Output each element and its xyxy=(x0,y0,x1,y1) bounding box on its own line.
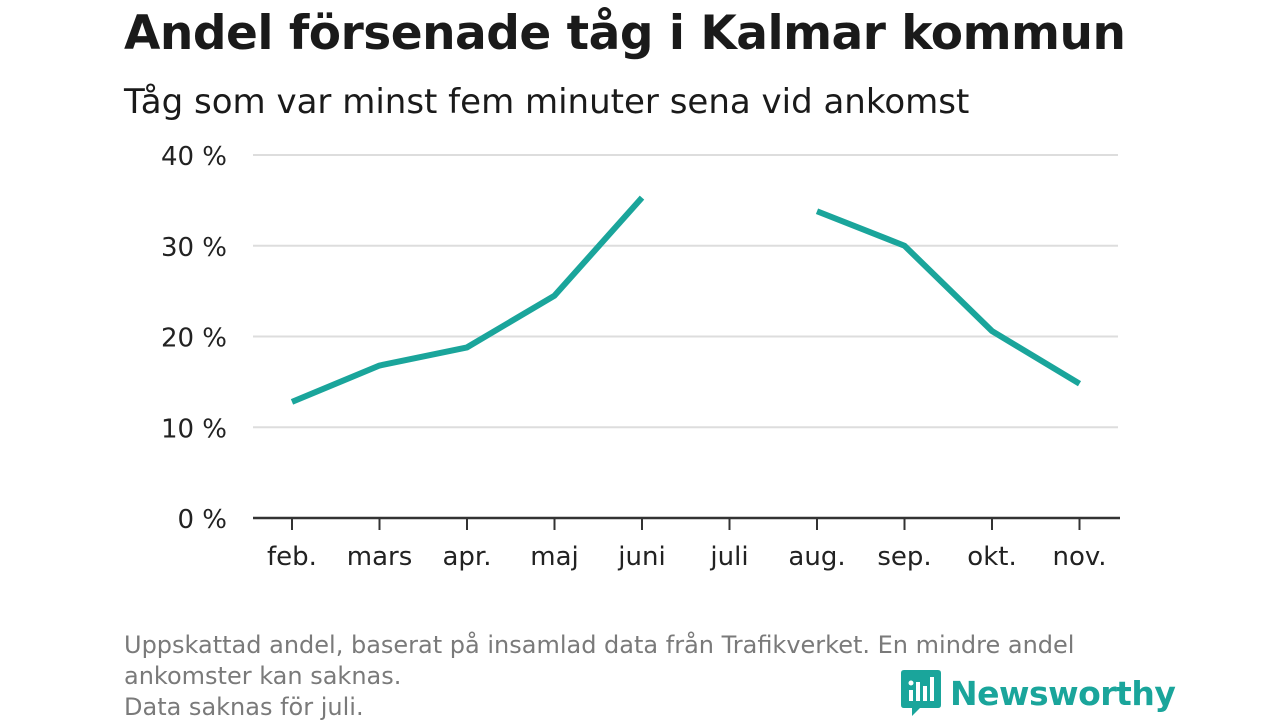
x-tick-label: juli xyxy=(709,542,748,572)
chart-title: Andel försenade tåg i Kalmar kommun xyxy=(124,6,1126,61)
y-tick-label: 10 % xyxy=(161,414,227,444)
newsworthy-logo: Newsworthy xyxy=(900,668,1176,718)
x-tick-label: sep. xyxy=(877,542,931,572)
x-tick-label: juni xyxy=(617,542,665,572)
footnote-line: Uppskattad andel, baserat på insamlad da… xyxy=(124,631,1075,659)
y-tick-label: 20 % xyxy=(161,324,227,354)
newsworthy-logo-icon xyxy=(901,670,941,716)
line-chart: 0 % 10 % 20 % 30 % 40 % feb. mars apr. maj juni j… xyxy=(161,142,1120,572)
x-tick-label: maj xyxy=(530,542,578,572)
chart-subtitle: Tåg som var minst fem minuter sena vid a… xyxy=(124,82,970,122)
x-tick-label: apr. xyxy=(442,542,491,572)
x-tick-label: aug. xyxy=(788,542,845,572)
x-axis: feb. mars apr. maj juni juli aug. sep. okt. nov. xyxy=(253,516,1120,572)
footnote: Uppskattad andel, baserat på insamlad da… xyxy=(124,630,1074,723)
brand-name: Newsworthy xyxy=(950,673,1176,713)
gridlines xyxy=(253,154,1118,429)
x-tick-label: mars xyxy=(347,542,413,572)
footnote-line: Data saknas för juli. xyxy=(124,693,364,721)
footnote-line: ankomster kan saknas. xyxy=(124,662,402,690)
series-lines xyxy=(290,195,1082,405)
y-tick-label: 0 % xyxy=(177,505,227,535)
x-tick-label: nov. xyxy=(1052,542,1106,572)
y-axis-ticks: 0 % 10 % 20 % 30 % 40 % xyxy=(161,142,227,535)
x-tick-label: feb. xyxy=(267,542,317,572)
y-tick-label: 40 % xyxy=(161,142,227,172)
y-tick-label: 30 % xyxy=(161,233,227,263)
series-line-segment xyxy=(815,208,1082,387)
series-line-segment xyxy=(290,195,645,405)
x-tick-label: okt. xyxy=(967,542,1016,572)
